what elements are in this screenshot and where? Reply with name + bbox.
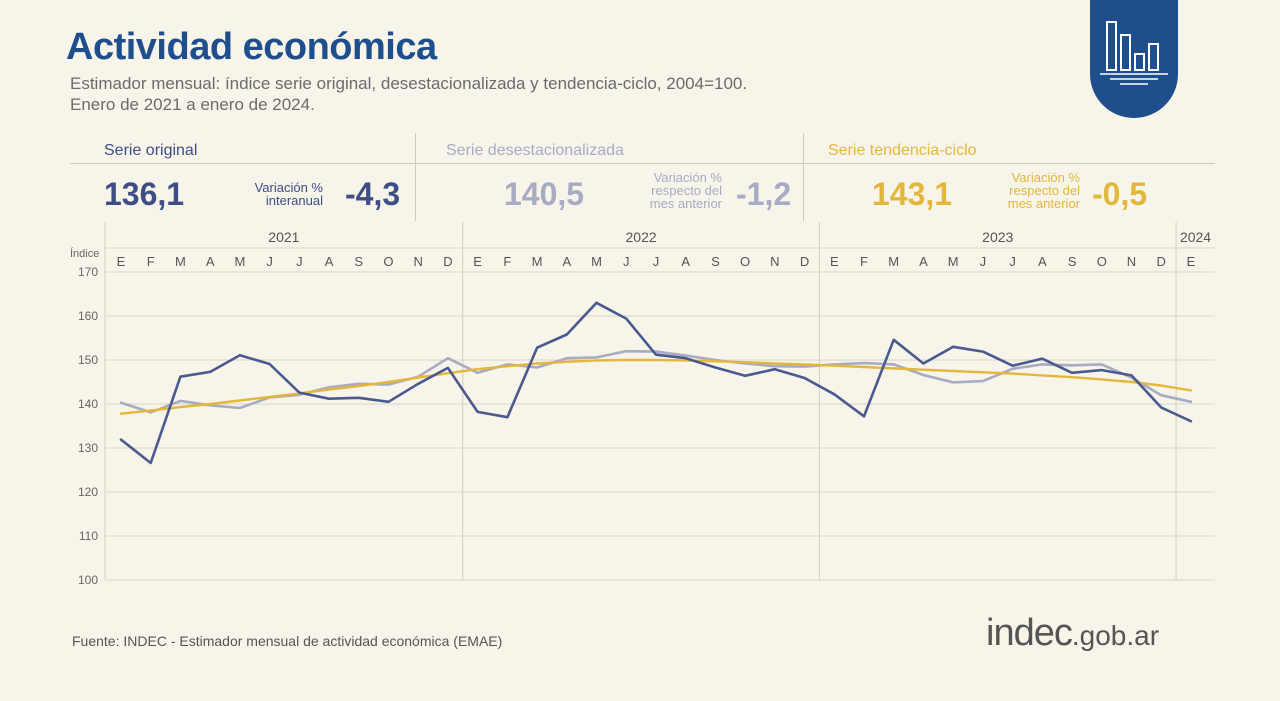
month-label: O — [1097, 254, 1107, 269]
year-label: 2023 — [982, 229, 1013, 245]
month-label: E — [117, 254, 126, 269]
month-label: A — [562, 254, 571, 269]
month-label: J — [1009, 254, 1016, 269]
month-label: A — [681, 254, 690, 269]
month-label: M — [175, 254, 186, 269]
y-tick-label: 170 — [78, 265, 98, 279]
kpi-value-tendencia: 143,1 — [872, 176, 953, 212]
month-label: M — [888, 254, 899, 269]
y-tick-label: 130 — [78, 441, 98, 455]
y-tick-label: 120 — [78, 485, 98, 499]
kpi-value-desest: 140,5 — [504, 176, 585, 212]
kpi-label-tendencia: Serie tendencia-ciclo — [828, 142, 977, 159]
year-label: 2021 — [268, 229, 299, 245]
series-line-0 — [119, 301, 1193, 465]
month-label: A — [206, 254, 215, 269]
kpi-strip: Serie original 136,1 Variación % interan… — [70, 133, 1215, 221]
series-line-1 — [119, 349, 1193, 414]
month-label: N — [1127, 254, 1136, 269]
page-subtitle: Estimador mensual: índice serie original… — [70, 74, 748, 114]
month-label: J — [296, 254, 303, 269]
month-label: N — [770, 254, 779, 269]
kpi-var-label-original: Variación % interanual — [254, 180, 323, 208]
y-tick-label: 150 — [78, 353, 98, 367]
month-label: N — [414, 254, 423, 269]
month-label: J — [266, 254, 273, 269]
month-label: A — [325, 254, 334, 269]
kpi-var-value-tendencia: -0,5 — [1092, 176, 1148, 212]
kpi-var-value-original: -4,3 — [345, 176, 401, 212]
bar-chart-icon — [1100, 21, 1168, 85]
brand-main: indec — [986, 612, 1073, 654]
month-label: A — [1038, 254, 1047, 269]
month-label: S — [1068, 254, 1077, 269]
month-label: M — [234, 254, 245, 269]
y-tick-label: 140 — [78, 397, 98, 411]
month-label: E — [830, 254, 839, 269]
month-label: E — [473, 254, 482, 269]
series-line-2 — [119, 358, 1193, 415]
month-label: J — [623, 254, 630, 269]
month-label: A — [919, 254, 928, 269]
y-axis-label: Índice — [70, 247, 99, 260]
month-label: M — [591, 254, 602, 269]
year-label: 2022 — [626, 229, 657, 245]
kpi-var-value-desest: -1,2 — [736, 176, 792, 212]
month-label: F — [503, 254, 511, 269]
month-label: S — [354, 254, 363, 269]
kpi-label-desest: Serie desestacionalizada — [446, 142, 624, 159]
month-label: D — [800, 254, 809, 269]
month-label: F — [860, 254, 868, 269]
year-label: 2024 — [1180, 229, 1211, 245]
kpi-label-original: Serie original — [104, 142, 198, 159]
month-label: O — [740, 254, 750, 269]
source-note: Fuente: INDEC - Estimador mensual de act… — [72, 633, 503, 649]
month-label: M — [948, 254, 959, 269]
month-label: F — [147, 254, 155, 269]
month-label: M — [532, 254, 543, 269]
brand-wordmark: indec.gob.ar — [986, 612, 1159, 655]
y-tick-label: 100 — [78, 573, 98, 587]
kpi-var-label-tendencia: Variación % respecto del mes anterior — [1007, 170, 1080, 211]
month-label: E — [1187, 254, 1196, 269]
month-label: D — [443, 254, 452, 269]
brand-suffix: .gob.ar — [1071, 620, 1160, 651]
month-label: D — [1157, 254, 1166, 269]
month-label: O — [383, 254, 393, 269]
page-title: Actividad económica — [66, 26, 437, 68]
indec-logo — [1090, 0, 1178, 118]
y-tick-label: 110 — [79, 529, 98, 543]
month-label: J — [653, 254, 660, 269]
month-label: S — [711, 254, 720, 269]
kpi-value-original: 136,1 — [104, 176, 185, 212]
month-label: J — [980, 254, 987, 269]
kpi-var-label-desest: Variación % respecto del mes anterior — [649, 170, 722, 211]
y-tick-label: 160 — [78, 309, 98, 323]
